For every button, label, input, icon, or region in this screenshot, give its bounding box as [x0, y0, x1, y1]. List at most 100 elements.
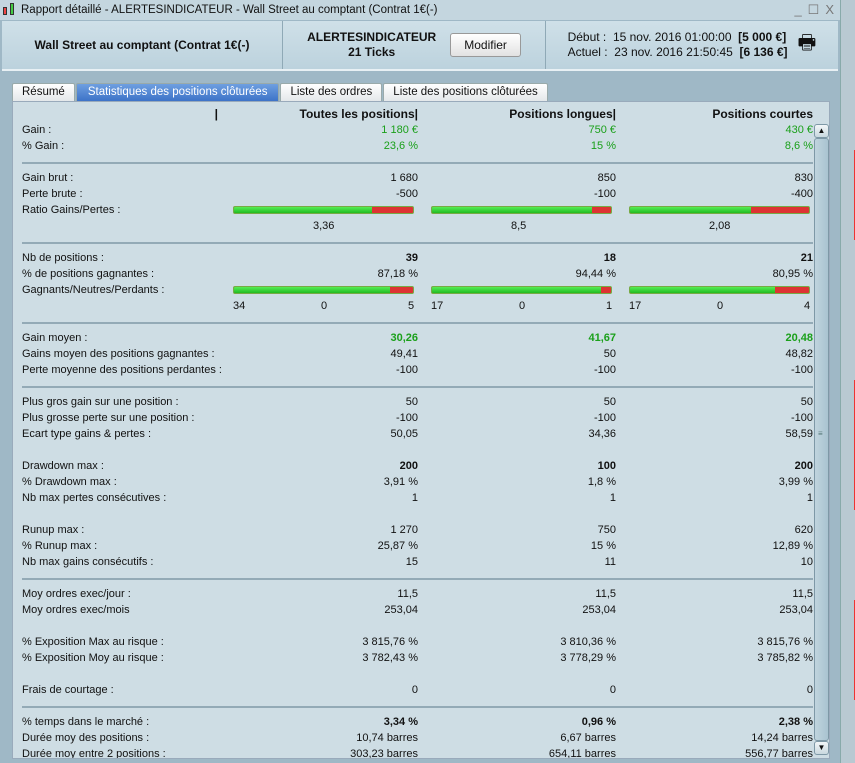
stat-value: 39 [405, 252, 418, 264]
tab-summary[interactable]: Résumé [12, 83, 75, 101]
stat-value: 1 270 [390, 524, 418, 536]
stat-row: Gagnants/Neutres/Perdants : [13, 282, 813, 298]
stat-row: Ratio Gains/Pertes : [13, 202, 813, 218]
current-date: 23 nov. 2016 21:50:45 [614, 45, 733, 59]
stat-label: Moy ordres exec/jour : [22, 588, 131, 600]
start-value: [5 000 €] [738, 30, 787, 44]
stat-value: 15 [405, 556, 418, 568]
section-divider [13, 666, 813, 682]
stat-value: 58,59 [785, 428, 813, 440]
minimize-button[interactable]: _ [794, 2, 802, 17]
stat-value: 0 [609, 684, 616, 696]
current-value: [6 136 €] [739, 45, 788, 59]
stat-value: 620 [794, 524, 813, 536]
stat-value: 3 810,36 % [560, 636, 616, 648]
stat-value: 14,24 barres [751, 732, 813, 744]
stat-row: Gain moyen : 30,26 41,67 20,48 [13, 330, 813, 346]
stat-value: -500 [395, 188, 418, 200]
stat-label: % Drawdown max : [22, 476, 117, 488]
stat-label: Plus gros gain sur une position : [22, 396, 179, 408]
stat-label: Frais de courtage : [22, 684, 114, 696]
instrument-name: Wall Street au comptant (Contrat 1€(-) [34, 38, 250, 52]
vertical-scrollbar[interactable]: ▲ ≡ ▼ [814, 124, 829, 757]
tab-closed-position-stats[interactable]: Statistiques des positions clôturées [75, 83, 280, 101]
stat-value: -100 [395, 412, 418, 424]
stat-row: Gain brut : 1 680 850 830 [13, 170, 813, 186]
losers-count: 5 [408, 300, 415, 312]
column-header-all: Toutes les positions| [299, 107, 418, 121]
stat-value: 21 [800, 252, 813, 264]
stat-value: 30,26 [390, 332, 418, 344]
stat-row: Durée moy des positions : 10,74 barres 6,6… [13, 730, 813, 746]
stat-label: Gain brut : [22, 172, 74, 184]
stat-row: % temps dans le marché : 3,34 % 0,96 % 2,38… [13, 714, 813, 730]
scroll-thumb[interactable]: ≡ [814, 138, 829, 741]
stat-label: % Runup max : [22, 540, 98, 552]
tab-closed-position-list[interactable]: Liste des positions clôturées [383, 83, 548, 101]
window-title: Rapport détaillé - ALERTESINDICATEUR - W… [21, 4, 438, 16]
neutral-count: 0 [519, 300, 526, 312]
stat-row: Drawdown max : 200 100 200 [13, 458, 813, 474]
losers-count: 4 [804, 300, 811, 312]
start-label: Début : [567, 30, 607, 44]
title-bar: Rapport détaillé - ALERTESINDICATEUR - W… [0, 0, 840, 20]
stat-value: 50 [603, 348, 616, 360]
stat-value: 50 [800, 396, 813, 408]
stat-value: 3,99 % [778, 476, 813, 488]
print-icon[interactable]: 🖶 [797, 32, 817, 54]
stat-value: 49,41 [390, 348, 418, 360]
stat-value: 80,95 % [772, 268, 813, 280]
scroll-up-button[interactable]: ▲ [814, 124, 829, 138]
stat-value: 253,04 [384, 604, 418, 616]
ratio-bar-green-fill [234, 287, 391, 293]
stat-label: Drawdown max : [22, 460, 104, 472]
stat-row: Gain : 1 180 € 750 € 430 € [13, 122, 813, 138]
stat-label: Gain : [22, 124, 52, 136]
column-header-short: Positions courtes [712, 107, 813, 121]
stat-value: 20,48 [785, 332, 813, 344]
stats-panel: | Toutes les positions| Positions longue… [12, 101, 830, 759]
stat-value: 25,87 % [377, 540, 418, 552]
ratio-bar-green-fill [234, 207, 372, 213]
ratio-value: 2,08 [709, 220, 731, 232]
stat-value: 48,82 [785, 348, 813, 360]
section-divider [13, 442, 813, 458]
section-divider [13, 378, 813, 394]
stat-row: Moy ordres exec/jour : 11,5 11,5 11,5 [13, 586, 813, 602]
stat-value: 34,36 [588, 428, 616, 440]
tab-order-list[interactable]: Liste des ordres [280, 83, 383, 101]
stat-label: % temps dans le marché : [22, 716, 150, 728]
grip-icon: ≡ [818, 429, 823, 438]
section-divider [13, 570, 813, 586]
stat-value: -100 [395, 364, 418, 376]
stat-label: % Gain : [22, 140, 65, 152]
close-button[interactable]: X [825, 2, 834, 17]
stat-label: % Exposition Max au risque : [22, 636, 164, 648]
maximize-button[interactable]: ☐ [807, 2, 820, 17]
stat-label: Ecart type gains & pertes : [22, 428, 152, 440]
stat-value: 0 [806, 684, 813, 696]
column-header-row: | Toutes les positions| Positions longue… [13, 106, 813, 122]
modify-button[interactable]: Modifier [450, 33, 521, 57]
stat-row: % Exposition Moy au risque : 3 782,43 % 3 … [13, 650, 813, 666]
stat-value: 11,5 [792, 588, 813, 600]
stat-row: Ecart type gains & pertes : 50,05 34,36 58,… [13, 426, 813, 442]
stat-value: 0 [411, 684, 418, 696]
stat-value: 3 782,43 % [362, 652, 418, 664]
ratio-value: 8,5 [511, 220, 527, 232]
winners-count: 34 [233, 300, 246, 312]
section-divider [13, 506, 813, 522]
scroll-down-button[interactable]: ▼ [814, 741, 829, 755]
stat-value: 830 [794, 172, 813, 184]
stat-value: 18 [603, 252, 616, 264]
ratio-bar [233, 286, 414, 294]
stat-row: Nb de positions : 39 18 21 [13, 250, 813, 266]
stat-value: 3 815,76 % [757, 636, 813, 648]
stat-label: Plus grosse perte sur une position : [22, 412, 195, 424]
ratio-bar-green-fill [630, 207, 751, 213]
stat-value: -100 [593, 188, 616, 200]
stat-row: % Gain : 23,6 % 15 % 8,6 % [13, 138, 813, 154]
stat-value: 23,6 % [383, 140, 418, 152]
ratio-value: 3,36 [313, 220, 335, 232]
stat-value: 654,11 barres [548, 748, 616, 759]
